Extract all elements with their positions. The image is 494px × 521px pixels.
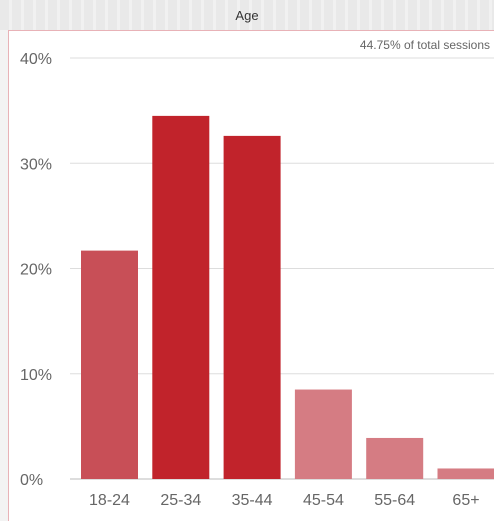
x-tick-label: 25-34 — [160, 492, 201, 509]
chart-title: Age — [235, 8, 259, 23]
chart-title-bar: Age — [0, 0, 494, 30]
bar-35-44[interactable] — [223, 135, 281, 479]
bar-65+[interactable] — [437, 468, 494, 479]
y-tick-label: 40% — [20, 51, 52, 68]
x-tick-label: 65+ — [452, 492, 479, 509]
y-tick-label: 30% — [20, 156, 52, 173]
x-tick-label: 45-54 — [303, 492, 344, 509]
x-tick-label: 18-24 — [89, 492, 130, 509]
bar-55-64[interactable] — [366, 437, 424, 479]
x-tick-label: 55-64 — [374, 492, 415, 509]
bar-45-54[interactable] — [294, 389, 352, 479]
x-tick-label: 35-44 — [232, 492, 273, 509]
y-tick-label: 0% — [20, 472, 43, 489]
y-tick-label: 10% — [20, 367, 52, 384]
bar-25-34[interactable] — [152, 115, 210, 479]
bar-18-24[interactable] — [81, 250, 138, 479]
y-tick-label: 20% — [20, 262, 52, 279]
total-sessions-annotation: 44.75% of total sessions — [360, 38, 490, 52]
